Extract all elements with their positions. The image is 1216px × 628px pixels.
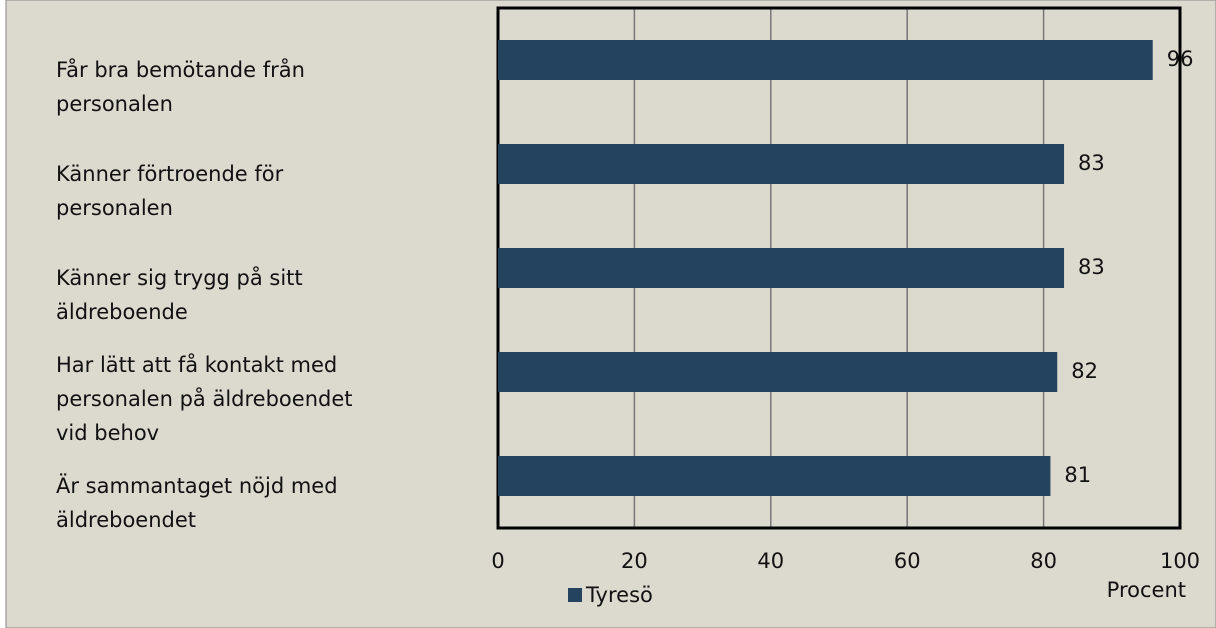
category-label: Har lätt att få kontakt med personalen p… [56,353,353,445]
category-label: Känner sig trygg på sitt äldreboende [56,266,303,324]
x-axis-label: Procent [1107,578,1186,602]
x-tick-label: 0 [491,549,504,573]
data-label: 83 [1078,151,1105,175]
bar [498,456,1051,496]
legend-label: Tyresö [585,583,653,607]
data-label: 82 [1071,359,1098,383]
category-label: Känner förtroende för personalen [56,162,284,220]
data-label: 83 [1078,255,1105,279]
x-tick-label: 20 [621,549,648,573]
x-tick-label: 60 [894,549,921,573]
data-label: 81 [1064,463,1091,487]
x-tick-label: 100 [1160,549,1200,573]
x-tick-label: 80 [1030,549,1057,573]
legend-swatch [568,588,582,602]
bar [498,40,1153,80]
category-label: Är sammantaget nöjd med äldreboendet [56,474,338,532]
x-tick-label: 40 [757,549,784,573]
bar [498,352,1058,392]
bar [498,248,1065,288]
category-label: Får bra bemötande från personalen [56,58,305,116]
data-label: 96 [1167,47,1194,71]
bar [498,144,1065,184]
